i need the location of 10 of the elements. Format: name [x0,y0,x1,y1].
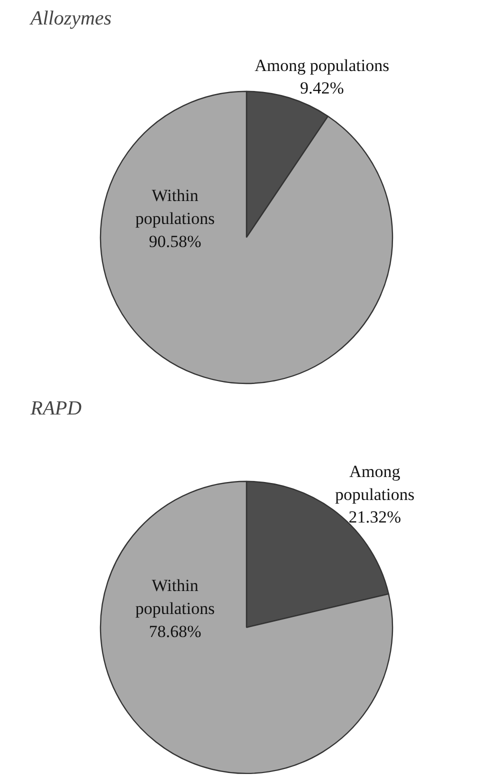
chart-title: RAPD [30,398,82,420]
chart-title: Allozymes [28,8,112,30]
slice-label: Among populations [335,462,414,504]
slice-label: Within populations [135,186,215,228]
data-label: 9.42% [300,78,344,98]
data-label: 78.68% [148,622,202,641]
data-label: 21.32% [348,508,401,527]
slice-label: Among populations [254,56,390,75]
slice-label: Within populations [135,576,215,618]
data-label: 90.58% [148,232,202,251]
